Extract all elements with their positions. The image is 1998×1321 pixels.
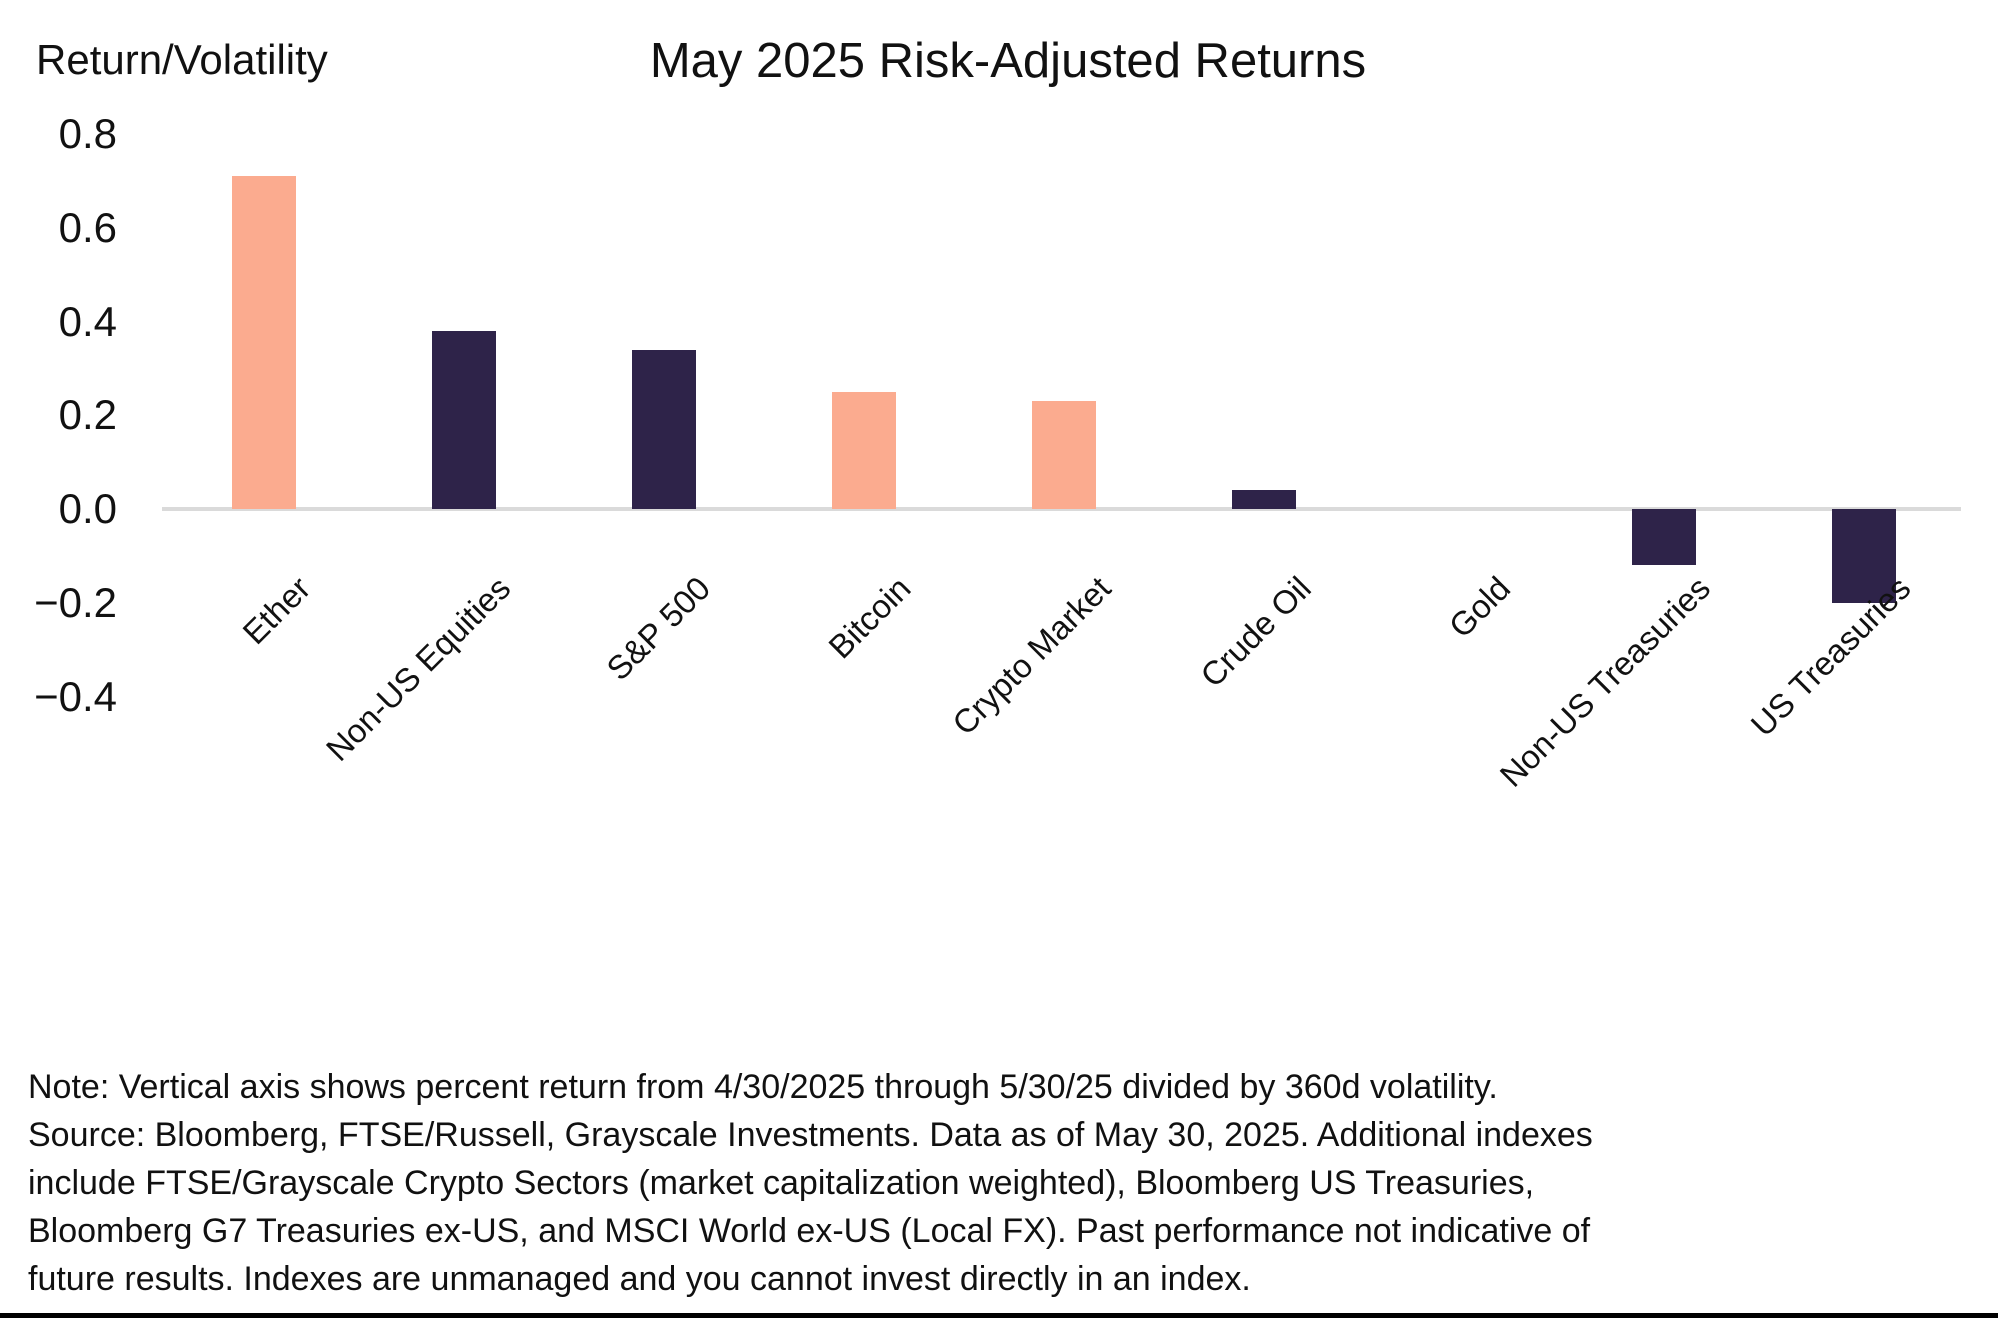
y-tick-label: 0.6 [58,203,117,251]
x-category-label: Crypto Market [944,569,1118,742]
bar-bitcoin [832,391,896,509]
x-category-label: Gold [1441,569,1518,645]
x-category-label: Non-US Treasuries [1492,569,1718,794]
x-category-label: S&P 500 [599,569,718,688]
x-category-label: Crude Oil [1192,569,1318,695]
zero-gridline [162,507,1961,511]
y-tick-label: −0.2 [34,578,117,626]
y-tick-label: 0.8 [58,110,117,157]
footnote-line: Source: Bloomberg, FTSE/Russell, Graysca… [28,1116,1593,1154]
bar-non-us-equities [432,330,496,509]
footnote-line: future results. Indexes are unmanaged an… [28,1260,1251,1298]
footnote-line: Bloomberg G7 Treasuries ex-US, and MSCI … [28,1212,1591,1250]
y-tick-label: 0.0 [58,485,117,532]
bar-s-p-500 [632,349,696,509]
footnote-line: Note: Vertical axis shows percent return… [28,1068,1498,1106]
footnote: Note: Vertical axis shows percent return… [28,1063,1978,1303]
x-category-label: Ether [235,569,318,652]
bar-crude-oil [1232,490,1296,509]
bar-ether [232,176,296,509]
bar-non-us-treasuries [1632,509,1696,566]
bar-us-treasuries [1832,509,1896,603]
x-category-label: Bitcoin [821,569,918,666]
x-category-label: Non-US Equities [318,569,518,768]
y-tick-label: −0.4 [34,672,117,720]
y-tick-label: 0.4 [58,297,117,345]
bottom-divider [0,1313,1998,1318]
footnote-line: include FTSE/Grayscale Crypto Sectors (m… [28,1164,1535,1202]
bar-crypto-market [1032,401,1096,509]
x-category-label: US Treasuries [1743,569,1918,744]
y-axis-title: Return/Volatility [36,36,328,83]
chart-title: May 2025 Risk-Adjusted Returns [649,34,1367,88]
y-tick-label: 0.2 [58,391,117,439]
